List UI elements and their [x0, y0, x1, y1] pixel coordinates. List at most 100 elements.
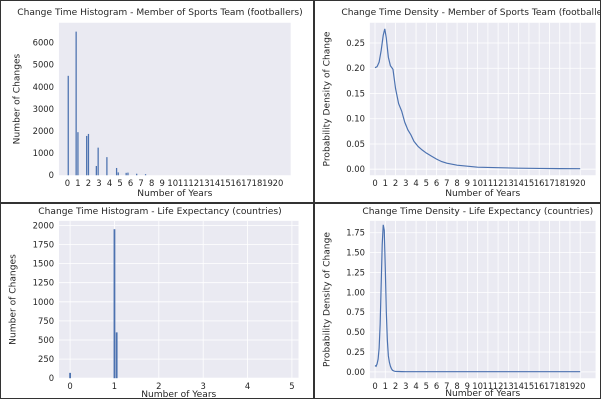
bar: [127, 172, 129, 176]
chart-svg: 0 1 2 3 4 5 6 7 8 9 10 11 12 13 14 15 16 17 18 19 2001000200…: [12, 8, 302, 199]
x-tick-label: 0: [67, 381, 72, 391]
x-tick-label: 19: [262, 178, 273, 188]
x-tick-label: 12: [188, 178, 199, 188]
x-tick-label: 13: [199, 178, 210, 188]
x-tick-label: 2: [86, 178, 91, 188]
y-axis-label: Probability Density of Change: [322, 31, 332, 166]
y-tick-label: 1.75: [346, 228, 365, 238]
y-axis-label: Number of Changes: [8, 254, 18, 345]
x-tick-label: 5: [289, 381, 294, 391]
x-tick-label: 15: [524, 178, 535, 188]
x-tick-label: 16: [534, 381, 545, 391]
bar: [67, 75, 69, 176]
y-axis-label: Probability Density of Change: [322, 232, 332, 367]
x-tick-label: 19: [565, 381, 576, 391]
x-tick-label: 8: [454, 178, 459, 188]
x-tick-label: 14: [209, 178, 220, 188]
x-tick-label: 16: [534, 178, 545, 188]
bar: [77, 132, 79, 176]
bar: [115, 167, 118, 176]
x-tick-label: 6: [434, 381, 439, 391]
x-tick-label: 3: [403, 381, 408, 391]
x-tick-label: 14: [513, 381, 524, 391]
x-tick-label: 7: [444, 178, 449, 188]
x-tick-label: 0: [65, 178, 70, 188]
bar: [144, 174, 147, 176]
bar: [115, 332, 118, 379]
plot-area: [59, 220, 299, 379]
y-tick-label: 2000: [33, 126, 54, 136]
x-axis-label: Number of Years: [137, 189, 212, 199]
y-tick-label: 0.10: [346, 114, 365, 124]
y-tick-label: 0.25: [346, 38, 365, 48]
chart-title: Change Time Density - Life Expectancy (c…: [362, 207, 593, 217]
x-tick-label: 1: [75, 178, 80, 188]
x-tick-label: 7: [444, 381, 449, 391]
y-tick-label: 0.00: [346, 367, 365, 377]
y-tick-label: 0.25: [346, 347, 365, 357]
bar: [75, 31, 77, 176]
x-tick-label: 10: [167, 178, 178, 188]
x-tick-label: 17: [544, 381, 555, 391]
x-tick-label: 3: [96, 178, 101, 188]
x-axis-label: Number of Years: [445, 189, 520, 199]
x-tick-label: 6: [128, 178, 133, 188]
bar: [117, 172, 119, 176]
x-tick-label: 2: [393, 381, 398, 391]
y-tick-label: 250: [38, 354, 54, 364]
x-tick-label: 7: [138, 178, 143, 188]
histogram-footballers-panel: 0 1 2 3 4 5 6 7 8 9 10 11 12 13 14 15 16 17 18 19 20 0 1000 200…: [0, 0, 314, 203]
density-footballers-panel: 0 1 2 3 4 5 6 7 8 9 10 11 12 13 14 15 16 17 18 19 20 0.00 0.05…: [314, 0, 601, 203]
y-tick-label: 0.50: [346, 327, 365, 337]
x-tick-label: 16: [231, 178, 242, 188]
chart-svg: 0 1 2 3 4 5 0 250 500 750 1000 1250 1500 1750 2000 Chan…: [8, 207, 299, 398]
bar: [125, 172, 127, 176]
x-tick-label: 15: [524, 381, 535, 391]
x-tick-label: 20: [575, 178, 586, 188]
y-tick-label: 1000: [33, 148, 54, 158]
x-tick-label: 1: [112, 381, 117, 391]
y-tick-label: 1750: [33, 239, 54, 249]
plot-area: [58, 22, 291, 176]
x-tick-label: 18: [554, 178, 565, 188]
x-tick-label: 18: [252, 178, 263, 188]
x-tick-label: 4: [413, 381, 418, 391]
x-tick-label: 3: [200, 381, 205, 391]
x-tick-label: 10: [472, 381, 483, 391]
x-tick-label: 1: [383, 381, 388, 391]
y-tick-label: 0: [49, 373, 54, 383]
y-tick-label: 3000: [33, 104, 54, 114]
x-tick-label: 14: [513, 178, 524, 188]
bar: [136, 173, 138, 176]
bar: [86, 135, 88, 176]
x-tick-label: 11: [483, 381, 494, 391]
y-tick-label: 0.05: [346, 139, 365, 149]
y-axis-label: Number of Changes: [12, 53, 22, 144]
y-tick-label: 0.20: [346, 63, 365, 73]
y-tick-label: 1500: [33, 259, 54, 269]
y-tick-label: 2000: [33, 220, 54, 230]
x-tick-label: 12: [493, 178, 504, 188]
x-tick-label: 8: [149, 178, 154, 188]
x-tick-label: 5: [424, 178, 429, 188]
y-tick-label: 0.00: [346, 164, 365, 174]
x-tick-label: 11: [178, 178, 189, 188]
chart-title: Change Time Density - Member of Sports T…: [341, 8, 601, 18]
x-tick-label: 17: [544, 178, 555, 188]
y-tick-label: 6000: [33, 38, 54, 48]
x-tick-label: 0: [372, 381, 377, 391]
x-tick-label: 9: [465, 381, 470, 391]
x-tick-label: 18: [554, 381, 565, 391]
density-life-expectancy-panel: 0 1 2 3 4 5 6 7 8 9 10 11 12 13 14 15 16 17 18 19 20 0.00 0.25…: [314, 203, 601, 399]
x-tick-label: 13: [503, 381, 514, 391]
x-tick-label: 5: [117, 178, 122, 188]
x-tick-label: 20: [575, 381, 586, 391]
x-tick-label: 3: [403, 178, 408, 188]
bar: [69, 372, 71, 379]
y-tick-label: 1.50: [346, 248, 365, 258]
x-tick-label: 4: [107, 178, 112, 188]
y-tick-label: 1250: [33, 278, 54, 288]
plot-area: [369, 220, 596, 379]
x-axis-label: Number of Years: [445, 389, 520, 399]
x-tick-label: 13: [503, 178, 514, 188]
